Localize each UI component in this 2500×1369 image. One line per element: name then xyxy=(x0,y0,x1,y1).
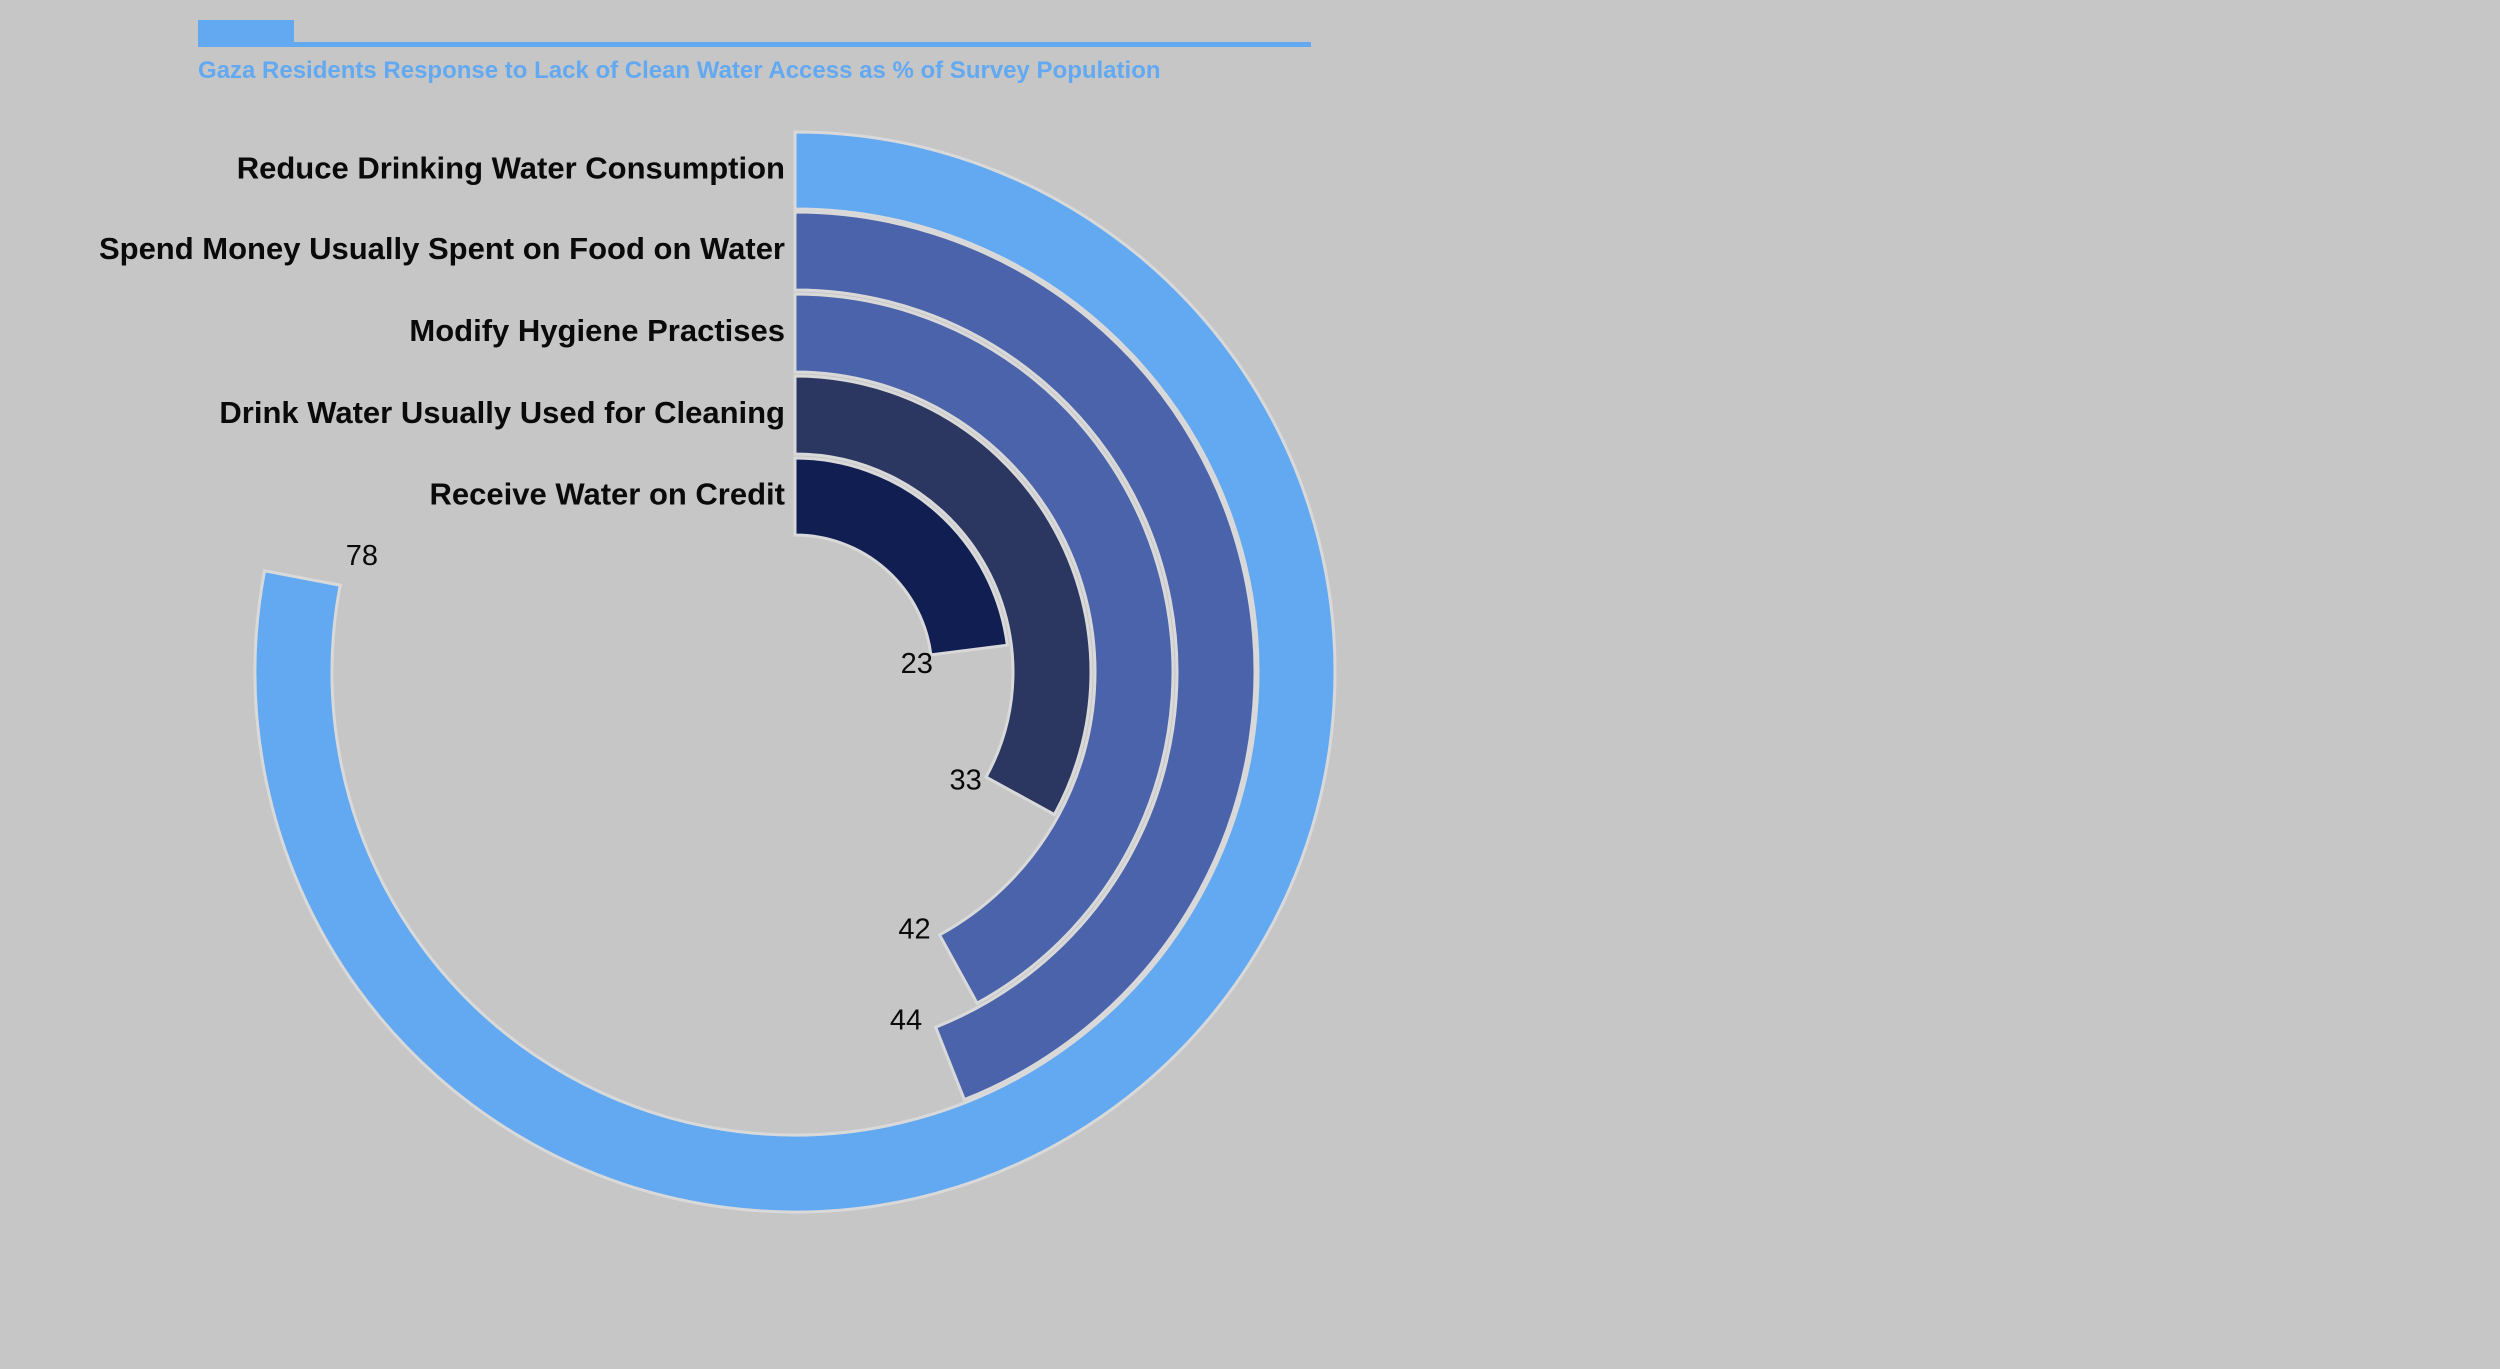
category-label-spend-money-usually-spent-on-food-on-water: Spend Money Usually Spent on Food on Wat… xyxy=(99,231,785,266)
category-label-reduce-drinking-water-consumption: Reduce Drinking Water Consumption xyxy=(237,151,785,186)
value-label-receive-water-on-credit: 23 xyxy=(901,648,933,680)
category-label-modify-hygiene-practises: Modify Hygiene Practises xyxy=(409,313,785,348)
value-label-drink-water-usually-used-for-cleaning: 33 xyxy=(950,765,982,797)
radial-bar-reduce-drinking-water-consumption xyxy=(253,130,1337,1214)
value-label-modify-hygiene-practises: 42 xyxy=(898,913,930,945)
category-label-receive-water-on-credit: Receive Water on Credit xyxy=(430,477,785,512)
radial-bar-modify-hygiene-practises xyxy=(793,292,1175,1006)
title-accent-bar xyxy=(198,20,294,44)
radial-bar-receive-water-on-credit xyxy=(793,456,1009,657)
value-label-reduce-drinking-water-consumption: 78 xyxy=(346,540,378,572)
category-label-drink-water-usually-used-for-cleaning: Drink Water Usually Used for Cleaning xyxy=(219,395,785,430)
chart-title: Gaza Residents Response to Lack of Clean… xyxy=(198,57,1161,84)
radial-bar-spend-money-usually-spent-on-food-on-water xyxy=(793,210,1257,1102)
radial-bar-drink-water-usually-used-for-cleaning xyxy=(793,374,1093,817)
value-label-spend-money-usually-spent-on-food-on-water: 44 xyxy=(890,1004,922,1036)
title-accent-line xyxy=(198,42,1311,47)
